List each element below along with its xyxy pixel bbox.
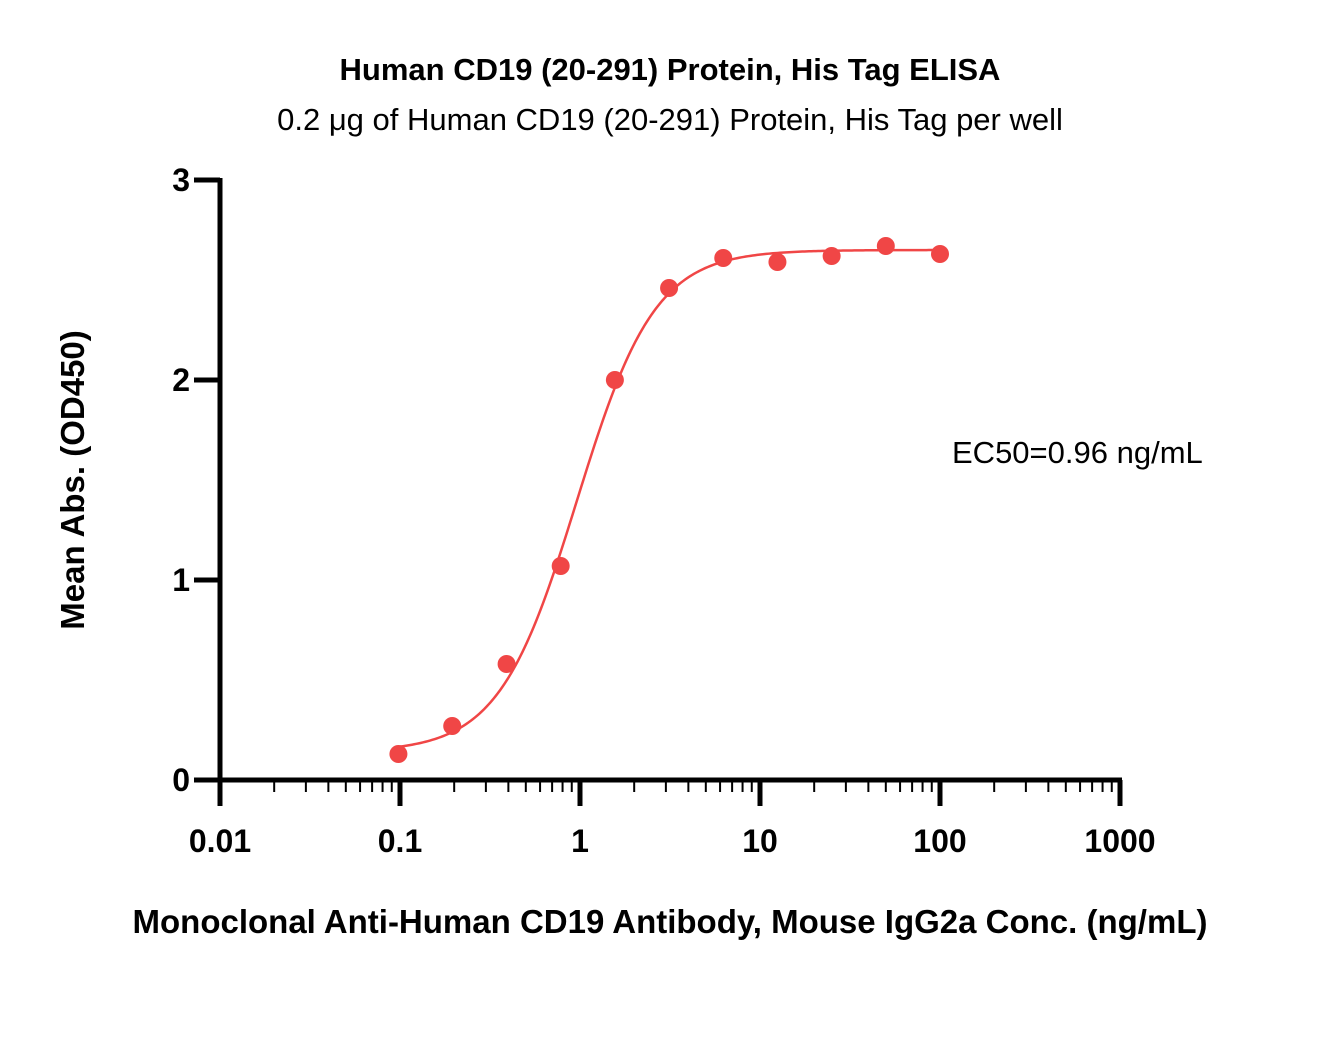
data-point: [714, 249, 733, 267]
data-points-layer: [389, 237, 949, 763]
y-tick-label: 2: [172, 362, 190, 398]
data-point: [822, 247, 841, 265]
data-point: [931, 245, 949, 263]
data-point: [551, 557, 570, 575]
chart-title: Human CD19 (20-291) Protein, His Tag ELI…: [340, 52, 1001, 87]
data-point: [768, 253, 787, 271]
data-point: [497, 655, 516, 673]
x-tick-label: 0.1: [378, 823, 422, 859]
axes: 0 1 2 3 0.01 0.1 1 10 100 1000: [172, 162, 1155, 859]
x-axis-title: Monoclonal Anti-Human CD19 Antibody, Mou…: [133, 903, 1208, 940]
data-point: [660, 279, 679, 297]
ec50-annotation: EC50=0.96 ng/mL: [952, 435, 1203, 470]
fit-curve-layer: [398, 248, 940, 749]
x-tick-label: 1000: [1084, 823, 1155, 859]
data-point: [389, 745, 408, 763]
chart-subtitle: 0.2 μg of Human CD19 (20-291) Protein, H…: [277, 102, 1063, 137]
x-tick-label: 1: [571, 823, 589, 859]
x-tick-label: 0.01: [189, 823, 251, 859]
y-axis-title: Mean Abs. (OD450): [54, 330, 91, 630]
data-point: [605, 371, 624, 389]
data-point: [876, 237, 895, 255]
x-tick-label: 10: [742, 823, 778, 859]
x-tick-label: 100: [913, 823, 966, 859]
fit-curve: [398, 248, 940, 749]
y-tick-label: 0: [172, 762, 190, 798]
data-point: [443, 717, 462, 735]
y-tick-label: 3: [172, 162, 190, 198]
y-tick-label: 1: [172, 562, 190, 598]
